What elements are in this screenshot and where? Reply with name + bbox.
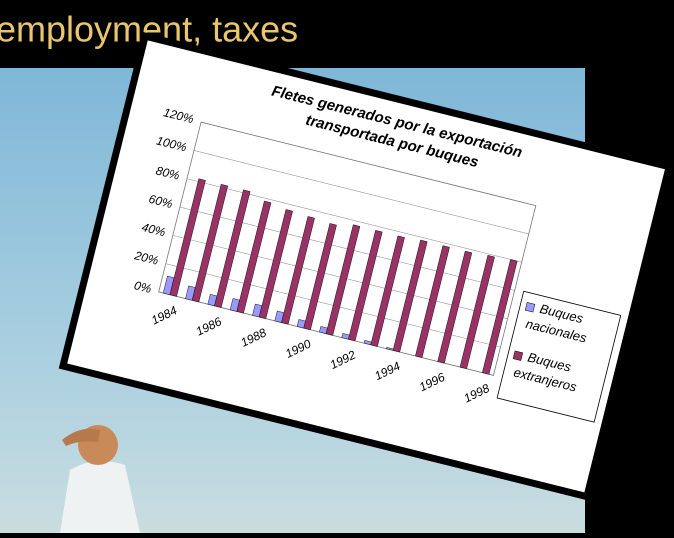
chart-image: Fletes generados por la exportacióntrans… [58, 31, 674, 501]
bar [459, 255, 495, 369]
legend-swatch [524, 302, 536, 313]
bar [191, 184, 229, 303]
bar [281, 216, 315, 325]
bar [214, 189, 251, 308]
person [60, 425, 140, 533]
bar [169, 178, 206, 297]
bar [392, 239, 428, 353]
bar [415, 245, 450, 358]
y-tick-label: 60% [147, 192, 174, 211]
bar [325, 224, 361, 336]
bar [236, 200, 272, 314]
y-tick-label: 0% [133, 278, 154, 296]
legend-swatch [512, 350, 524, 361]
bar [303, 223, 337, 331]
y-tick-label: 40% [140, 220, 167, 239]
bar [437, 250, 473, 364]
bar [348, 230, 383, 342]
legend-box [496, 290, 622, 423]
y-tick-label: 80% [154, 163, 181, 182]
bar [482, 259, 518, 375]
y-tick-label: 20% [132, 248, 160, 268]
grid-line [193, 150, 529, 235]
bar [370, 235, 405, 347]
bar [258, 209, 293, 319]
